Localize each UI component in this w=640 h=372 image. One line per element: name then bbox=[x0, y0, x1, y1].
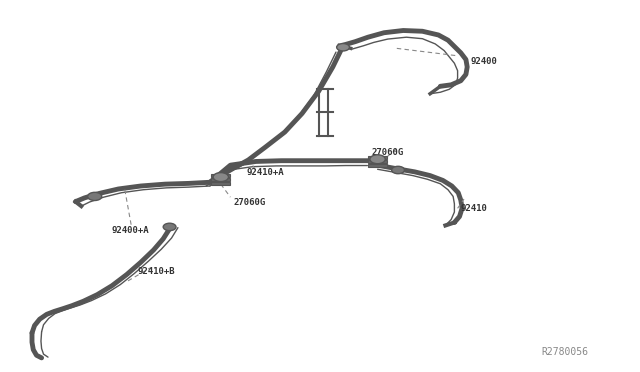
Circle shape bbox=[213, 173, 228, 182]
Circle shape bbox=[370, 155, 385, 164]
Circle shape bbox=[88, 192, 102, 201]
Circle shape bbox=[337, 44, 349, 51]
Circle shape bbox=[163, 223, 176, 231]
Text: R2780056: R2780056 bbox=[542, 347, 589, 357]
Text: 92410+B: 92410+B bbox=[138, 267, 175, 276]
Bar bbox=[368, 164, 387, 167]
Bar bbox=[211, 182, 230, 185]
Bar bbox=[211, 178, 230, 181]
Text: 92410: 92410 bbox=[461, 204, 488, 213]
Text: 27060G: 27060G bbox=[371, 148, 403, 157]
Bar bbox=[368, 156, 387, 159]
Bar bbox=[211, 174, 230, 177]
Text: 92400+A: 92400+A bbox=[112, 226, 150, 235]
Text: 27060G: 27060G bbox=[234, 198, 266, 207]
Bar bbox=[368, 160, 387, 163]
Text: 92410+A: 92410+A bbox=[246, 169, 284, 177]
Circle shape bbox=[392, 166, 404, 174]
Text: 92400: 92400 bbox=[470, 57, 497, 66]
